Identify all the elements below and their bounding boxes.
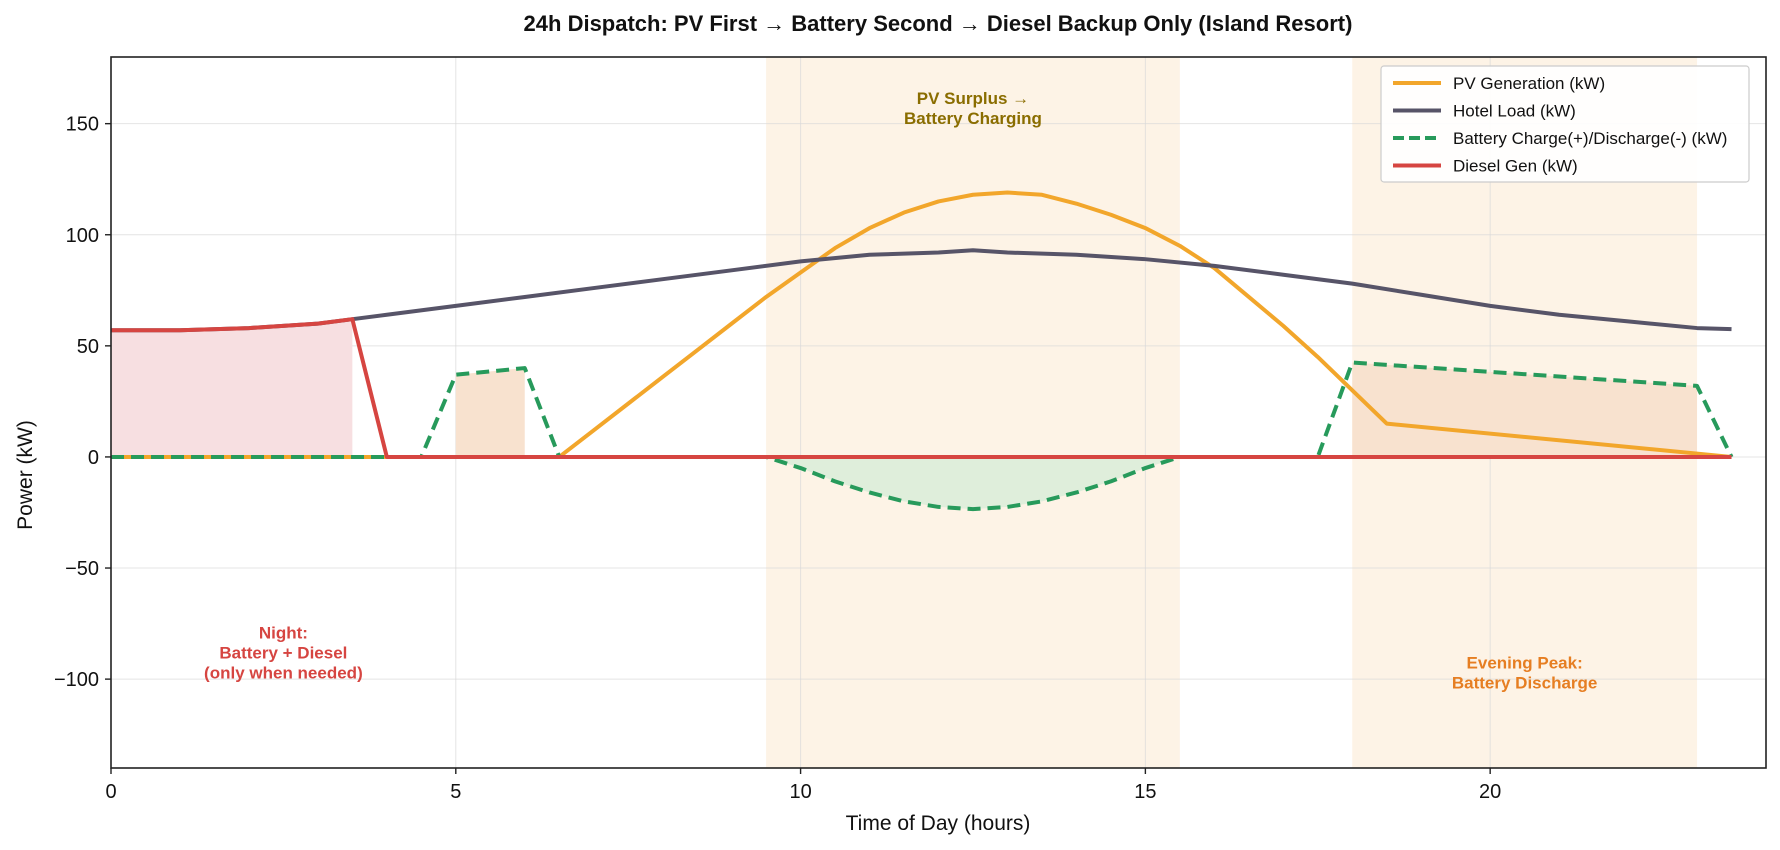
series-line-pv [111, 190, 1732, 459]
x-tick-label: 10 [789, 781, 811, 803]
annotation-line: Battery Charging [904, 109, 1042, 128]
series-line-diesel [111, 317, 1732, 459]
legend-label-diesel: Diesel Gen (kW) [1453, 157, 1578, 176]
y-tick-label: −50 [65, 558, 99, 580]
x-tick-label: 15 [1134, 781, 1156, 803]
area-fill-4 [1352, 362, 1698, 457]
annotation-1: PV Surplus → Battery Charging [904, 89, 1042, 128]
annotation-line: PV Surplus → [917, 89, 1029, 108]
annotation-line: Evening Peak: [1467, 653, 1583, 672]
x-tick-label: 20 [1479, 781, 1501, 803]
shaded-band-1 [766, 57, 1180, 768]
y-tick-label: 50 [77, 336, 99, 358]
y-tick-label: −100 [54, 669, 99, 691]
annotation-line: Battery Discharge [1452, 673, 1598, 692]
y-axis-label: Power (kW) [14, 420, 37, 530]
x-axis-ticks: 0 5 10 15 20 [105, 768, 1501, 803]
annotation-2: Night: Battery + Diesel (only when needed) [204, 623, 363, 682]
x-tick-label: 5 [450, 781, 461, 803]
area-fill-1 [111, 319, 353, 457]
plot-frame [110, 56, 1767, 769]
series-lines [111, 190, 1734, 512]
annotation-3: Evening Peak: Battery Discharge [1452, 653, 1598, 692]
y-tick-label: 100 [66, 225, 99, 247]
area-fills [111, 319, 1698, 510]
annotation-line: Battery + Diesel [219, 643, 347, 662]
legend-box [1380, 65, 1750, 183]
area-fill-3 [766, 456, 1180, 510]
x-axis-label: Time of Day (hours) [846, 812, 1031, 835]
area-fill-2 [455, 368, 525, 457]
annotation-line: (only when needed) [204, 663, 363, 682]
chart-title: 24h Dispatch: PV First → Battery Second … [524, 11, 1353, 36]
annotation-line: Night: [259, 623, 308, 642]
y-axis-ticks: −100 −50 0 50 100 150 [54, 114, 111, 691]
legend-label-load: Hotel Load (kW) [1453, 102, 1576, 121]
x-tick-label: 0 [105, 781, 116, 803]
y-tick-label: 150 [66, 114, 99, 136]
legend-label-pv: PV Generation (kW) [1453, 74, 1605, 93]
y-tick-label: 0 [88, 447, 99, 469]
legend-label-battery: Battery Charge(+)/Discharge(-) (kW) [1453, 129, 1727, 148]
legend: PV Generation (kW) Hotel Load (kW) Battery… [1380, 65, 1750, 183]
